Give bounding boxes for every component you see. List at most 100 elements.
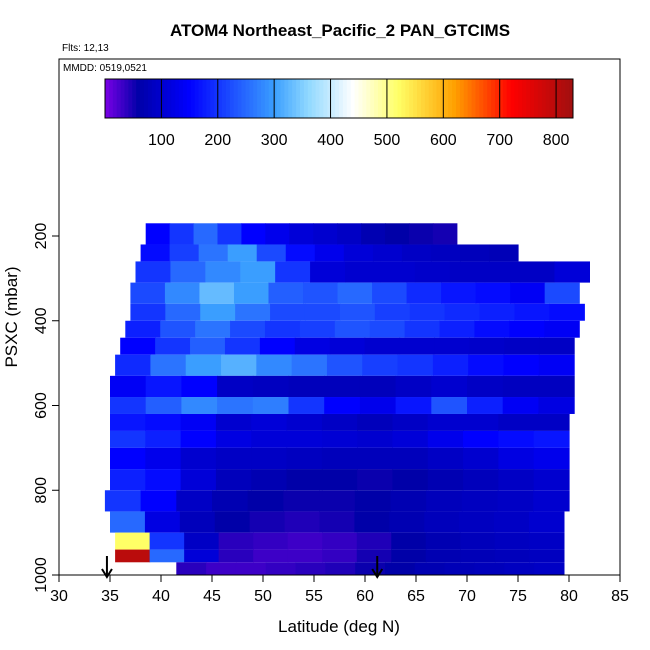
heatmap-cell <box>441 282 477 304</box>
colorbar-segment <box>335 79 340 118</box>
heatmap-cell <box>439 320 476 338</box>
heatmap-cell <box>357 430 394 448</box>
heatmap-cell <box>115 549 151 563</box>
heatmap-cell <box>251 413 288 431</box>
heatmap-cell <box>357 413 394 431</box>
marker-arrow-head <box>371 568 384 579</box>
heatmap-cell <box>391 549 427 563</box>
heatmap-cell <box>130 282 166 304</box>
colorbar-tick-label: 400 <box>317 132 344 149</box>
heatmap-cell <box>198 244 229 262</box>
heatmap-cell <box>504 562 535 575</box>
heatmap-bands <box>104 223 590 575</box>
heatmap-cell <box>265 223 290 245</box>
heatmap-cell <box>120 337 156 355</box>
colorbar-segment <box>307 79 313 118</box>
colorbar-segment <box>296 79 301 118</box>
heatmap-cell <box>287 549 323 563</box>
heatmap-cell <box>299 320 336 338</box>
heatmap-cell <box>389 511 425 533</box>
heatmap-cell <box>431 375 468 398</box>
heatmap-cell <box>324 397 361 414</box>
heatmap-cell <box>474 320 510 338</box>
colorbar-segment <box>522 79 527 118</box>
heatmap-cell <box>427 447 464 470</box>
colorbar-segment <box>366 79 371 118</box>
heatmap-cell <box>498 469 535 491</box>
colorbar-segment <box>479 79 484 118</box>
heatmap-cell <box>181 397 218 414</box>
heatmap-cell <box>218 549 254 563</box>
heatmap-cell <box>362 354 399 376</box>
heatmap-cell <box>286 447 323 470</box>
heatmap-cell <box>459 511 495 533</box>
heatmap-cell <box>460 549 496 563</box>
heatmap-cell <box>533 469 570 491</box>
heatmap-cell <box>427 469 464 491</box>
heatmap-cell <box>356 549 392 563</box>
heatmap-cell <box>214 511 251 533</box>
heatmap-cell <box>304 303 341 321</box>
heatmap-cell <box>165 303 201 321</box>
heatmap-cell <box>241 223 266 245</box>
colorbar-segment <box>354 79 359 118</box>
colorbar-segment <box>128 79 133 118</box>
heatmap-cell <box>268 282 304 304</box>
colorbar-segment <box>424 79 430 118</box>
colorbar-segment <box>202 79 207 118</box>
colorbar-segment <box>105 79 110 118</box>
heatmap-cell <box>104 490 142 512</box>
colorbar-segment <box>179 79 184 118</box>
x-axis-label: Latitude (deg N) <box>278 617 400 636</box>
heatmap-cell <box>385 562 416 575</box>
heatmap-cell <box>217 375 254 398</box>
colorbar-segment <box>183 79 188 118</box>
heatmap-cell <box>319 490 356 512</box>
heatmap-cell <box>251 469 288 491</box>
heatmap-cell <box>227 244 258 262</box>
heatmap-cell <box>110 430 146 448</box>
heatmap-cell <box>215 413 252 431</box>
colorbar-segment <box>194 79 200 118</box>
heatmap-cell <box>149 549 185 563</box>
colorbar-segment <box>405 79 410 118</box>
colorbar-segment <box>112 79 118 118</box>
heatmap-cell <box>205 261 241 283</box>
heatmap-cell <box>110 511 146 533</box>
heatmap-cell <box>357 447 394 470</box>
colorbar-segment <box>537 79 543 118</box>
heatmap-cell <box>385 223 410 245</box>
x-tick-label: 30 <box>50 588 68 605</box>
heatmap-cell <box>427 430 464 448</box>
heatmap-cell <box>319 511 356 533</box>
heatmap-cell <box>164 282 201 304</box>
heatmap-cell <box>538 354 575 376</box>
heatmap-cell <box>519 261 556 283</box>
colorbar-segment <box>303 79 309 118</box>
heatmap-cell <box>256 354 293 376</box>
colorbar-segment <box>436 79 441 118</box>
heatmap-cell <box>193 223 219 245</box>
heatmap-cell <box>392 430 429 448</box>
colorbar-segment <box>257 79 262 118</box>
heatmap-cell <box>185 354 222 376</box>
marker-arrow-head <box>101 568 113 579</box>
heatmap-cell <box>253 549 289 563</box>
heatmap-cell <box>544 282 580 304</box>
colorbar-segment <box>495 79 500 118</box>
heatmap-cell <box>533 490 570 512</box>
heatmap-cell <box>494 511 530 533</box>
heatmap-cell <box>322 549 358 563</box>
heatmap-cell <box>145 375 182 398</box>
y-tick-label: 600 <box>33 392 50 419</box>
colorbar-segment <box>186 79 192 118</box>
heatmap-cell <box>295 562 326 575</box>
plot-frame <box>58 58 621 576</box>
heatmap-cell <box>408 223 434 245</box>
colorbar-segment <box>147 79 153 118</box>
heatmap-cell <box>169 223 195 245</box>
colorbar-segment <box>163 79 168 118</box>
heatmap-cell <box>252 375 290 398</box>
heatmap-cell <box>224 337 261 355</box>
heatmap-cell <box>180 469 217 491</box>
